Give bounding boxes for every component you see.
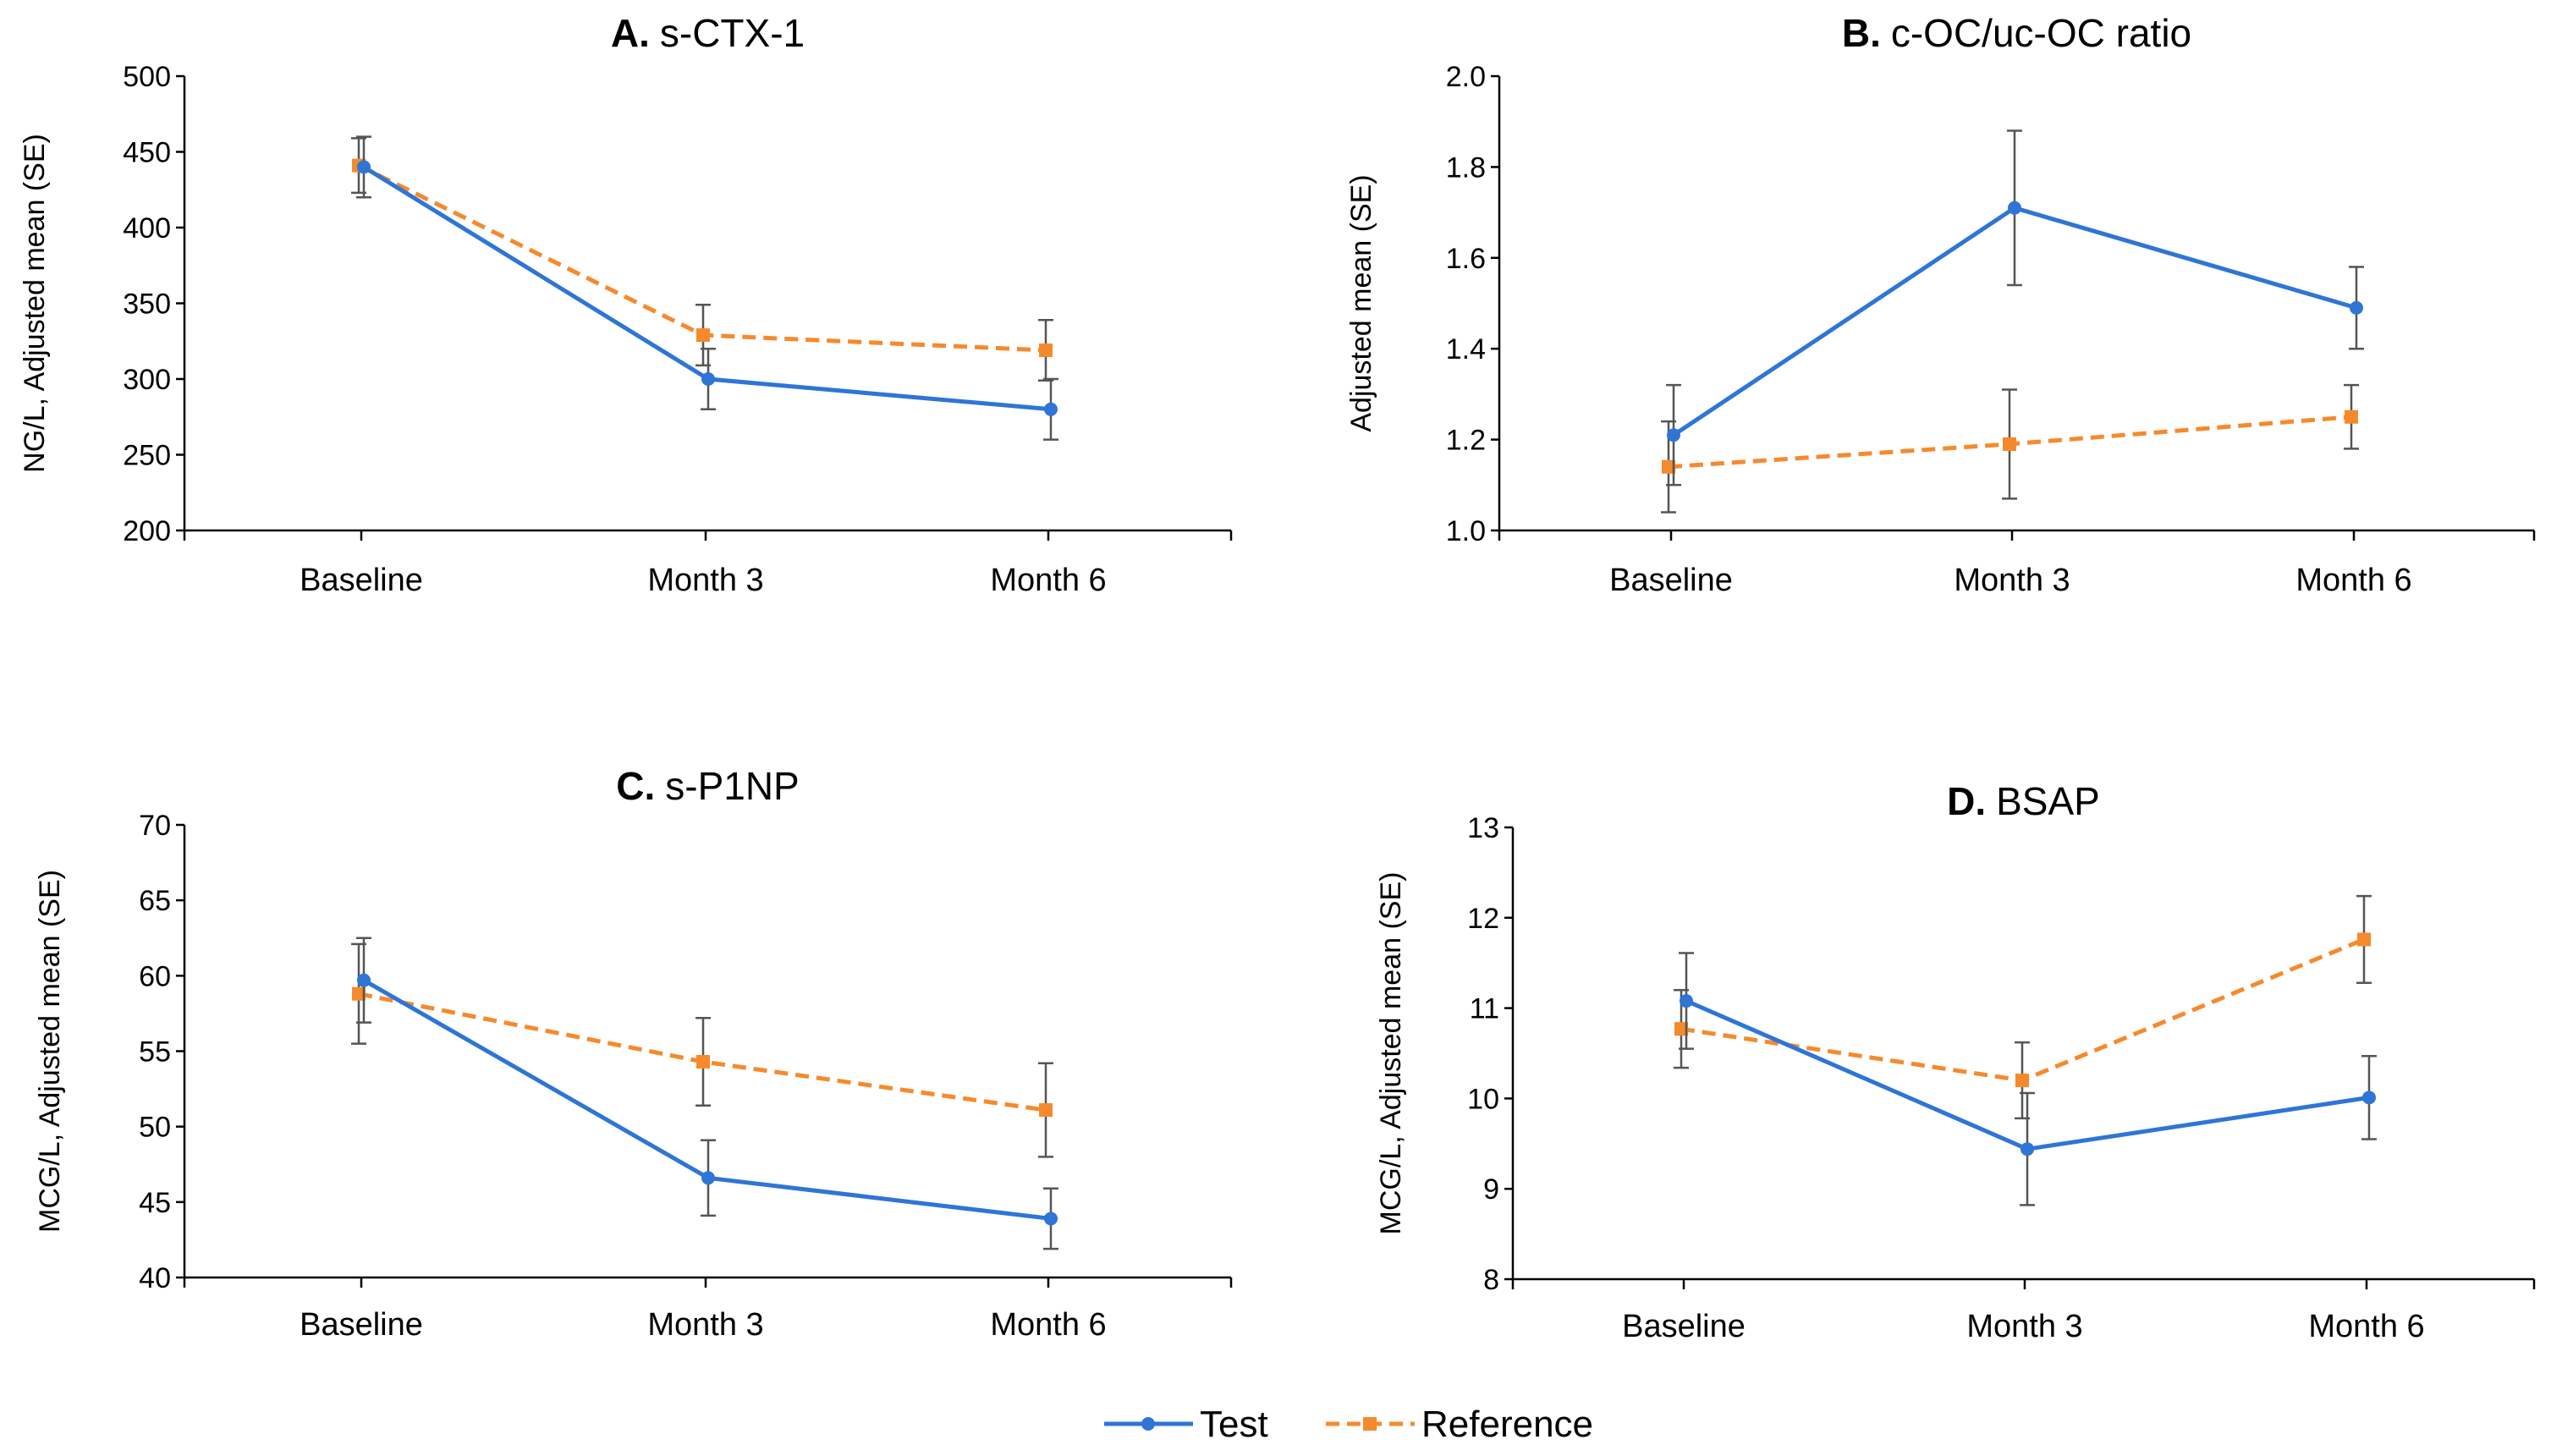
y-tick-label: 60 (139, 960, 171, 992)
y-tick-label: 1.6 (1446, 243, 1486, 275)
chart-title-text: s-P1NP (665, 764, 799, 808)
data-point-reference (696, 1054, 710, 1069)
y-tick-label: 200 (123, 515, 171, 547)
x-tick-label: Baseline (1609, 563, 1733, 598)
y-tick-label: 40 (139, 1262, 171, 1294)
y-tick-label: 500 (123, 61, 171, 93)
y-axis-label: Adjusted mean (SE) (1345, 174, 1377, 431)
y-tick-label: 50 (139, 1112, 171, 1144)
x-tick-label: Month 3 (647, 563, 763, 598)
x-tick-label: Month 6 (990, 1307, 1106, 1343)
legend-test-label: Test (1200, 1404, 1268, 1445)
data-point-test (2362, 1091, 2376, 1105)
chart-title-text: BSAP (1996, 779, 2100, 823)
y-tick-label: 9 (1483, 1173, 1499, 1206)
data-point-reference (2357, 932, 2371, 947)
y-tick-label: 2.0 (1446, 61, 1486, 93)
legend-reference-marker (1363, 1417, 1377, 1431)
y-tick-label: 350 (123, 288, 171, 321)
y-tick-label: 45 (139, 1187, 171, 1219)
chart-title: C. s-P1NP (616, 764, 799, 808)
y-tick-label: 1.2 (1446, 425, 1486, 457)
y-tick-label: 10 (1467, 1083, 1499, 1115)
chart-title: B. c-OC/uc-OC ratio (1842, 11, 2191, 55)
y-tick-label: 400 (123, 212, 171, 244)
y-axis-label: MCG/L, Adjusted mean (SE) (1375, 872, 1407, 1235)
x-tick-label: Month 3 (647, 1307, 763, 1343)
data-point-test (2008, 201, 2021, 215)
data-point-reference (2345, 409, 2358, 424)
data-point-test (357, 160, 371, 174)
x-tick-label: Month 3 (1954, 563, 2070, 598)
legend-reference-label: Reference (1421, 1404, 1593, 1445)
y-axis-label: NG/L, Adjusted mean (SE) (19, 134, 51, 473)
data-point-test (2020, 1142, 2034, 1157)
chart-title: A. s-CTX-1 (611, 11, 805, 55)
y-tick-label: 65 (139, 885, 171, 917)
x-tick-label: Baseline (1622, 1309, 1746, 1344)
data-point-test (357, 973, 371, 987)
y-tick-label: 450 (123, 137, 171, 169)
panel-d: D. BSAP 8 9 10 11 12 13 Baseline Month 3 Month 6 MC… (1375, 779, 2536, 1344)
y-tick-label: 1.0 (1446, 515, 1486, 547)
y-tick-label: 11 (1470, 993, 1499, 1025)
x-tick-label: Baseline (300, 563, 423, 598)
chart-title-text: c-OC/uc-OC ratio (1891, 11, 2191, 55)
data-point-reference (2015, 1074, 2029, 1088)
chart-title-prefix: D. (1947, 779, 1986, 823)
data-point-reference (1039, 343, 1053, 357)
panel-a: A. s-CTX-1 200 250 300 350 400 450 500 Baseline Mo… (19, 11, 1233, 598)
data-point-test (701, 372, 715, 386)
y-tick-label: 70 (139, 810, 171, 842)
x-tick-label: Month 6 (990, 563, 1106, 598)
data-point-reference (2003, 437, 2016, 451)
y-tick-label: 300 (123, 364, 171, 396)
y-axis-label: MCG/L, Adjusted mean (SE) (34, 870, 66, 1233)
data-point-reference (1039, 1103, 1053, 1118)
data-point-reference (1662, 459, 1675, 474)
y-tick-label: 13 (1467, 812, 1499, 844)
panel-c: C. s-P1NP 40 45 50 55 60 65 70 Baseline Month 3 Mon… (34, 764, 1233, 1343)
x-tick-label: Baseline (300, 1307, 423, 1343)
chart-title-prefix: A. (611, 11, 650, 55)
data-point-test (701, 1171, 715, 1185)
panel-b: B. c-OC/uc-OC ratio 1.0 1.2 1.4 1.6 1.8 2.0 Base… (1345, 11, 2536, 598)
x-tick-label: Month 6 (2308, 1309, 2424, 1344)
data-point-reference (352, 986, 366, 1001)
data-point-test (1667, 428, 1680, 442)
chart-title-text: s-CTX-1 (660, 11, 805, 55)
data-point-test (1044, 1212, 1058, 1226)
y-tick-label: 8 (1483, 1264, 1499, 1296)
y-tick-label: 55 (139, 1036, 171, 1069)
data-point-test (1044, 402, 1058, 416)
legend-test-marker (1141, 1417, 1155, 1431)
data-point-test (2350, 300, 2363, 315)
chart-title-prefix: C. (616, 764, 655, 808)
x-tick-label: Month 6 (2295, 563, 2411, 598)
x-tick-label: Month 3 (1966, 1309, 2082, 1344)
legend: Test Reference (1104, 1404, 1593, 1445)
data-point-reference (1674, 1022, 1688, 1036)
y-tick-label: 1.4 (1446, 333, 1486, 365)
chart-title-prefix: B. (1842, 11, 1881, 55)
y-tick-label: 1.8 (1446, 151, 1486, 184)
data-point-reference (696, 328, 710, 343)
data-point-test (1680, 994, 1693, 1008)
chart-title: D. BSAP (1947, 779, 2100, 823)
y-tick-label: 12 (1467, 903, 1499, 935)
y-tick-label: 250 (123, 440, 171, 472)
